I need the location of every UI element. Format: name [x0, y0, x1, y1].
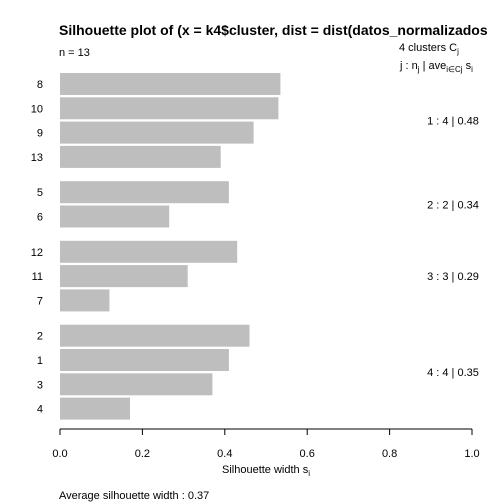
silhouette-bar — [60, 181, 229, 204]
observation-label: 7 — [37, 295, 43, 307]
observation-label: 2 — [37, 331, 43, 343]
legend-header-columns: j : nj | avei∈Cj si — [399, 60, 473, 74]
x-tick-label: 0.2 — [135, 448, 150, 460]
legend-header-clusters-text: 4 clusters C — [399, 42, 457, 54]
cluster-summary-label: 1 : 4 | 0.48 — [427, 116, 479, 128]
observation-label: 4 — [37, 404, 43, 416]
observation-label: 1 — [37, 355, 43, 367]
silhouette-bar — [60, 289, 110, 312]
chart-title: Silhouette plot of (x = k4$cluster, dist… — [59, 22, 488, 38]
silhouette-bar — [60, 205, 170, 228]
average-silhouette-width: Average silhouette width : 0.37 — [59, 490, 209, 502]
observation-label: 9 — [37, 128, 43, 140]
x-tick-label: 0.4 — [217, 448, 232, 460]
x-tick-label: 1.0 — [464, 448, 479, 460]
x-axis-label: Silhouette width si — [222, 464, 310, 478]
x-axis: 0.0 0.2 0.4 0.6 0.8 1.0 — [52, 428, 480, 460]
silhouette-bar — [60, 97, 279, 120]
cluster-summary-label: 3 : 3 | 0.29 — [427, 271, 479, 283]
x-tick-label: 0.6 — [300, 448, 315, 460]
observation-label: 13 — [31, 152, 43, 164]
silhouette-bar — [60, 265, 188, 288]
legend-header-ave: | ave — [420, 60, 447, 72]
cluster-summary-label: 4 : 4 | 0.35 — [427, 367, 479, 379]
x-axis-label-sub: i — [308, 469, 310, 478]
observation-label: 12 — [31, 247, 43, 259]
x-axis-label-text: Silhouette width s — [222, 464, 309, 476]
x-tick-label: 0.0 — [52, 448, 67, 460]
silhouette-bar — [60, 145, 221, 168]
chart-subtitle: n = 13 — [59, 47, 90, 59]
legend-header-nsub: j — [417, 65, 420, 74]
legend-header-s: s — [463, 60, 472, 72]
legend-header-avesub: i∈Cj — [446, 65, 463, 74]
observation-label: 10 — [31, 103, 43, 115]
silhouette-bar — [60, 121, 254, 144]
silhouette-bar — [60, 73, 281, 95]
legend-header-clusters-sub: j — [456, 47, 459, 56]
observation-label: 5 — [37, 187, 43, 199]
silhouette-bar — [60, 397, 130, 420]
observation-label: 11 — [32, 271, 43, 283]
silhouette-bar — [60, 373, 213, 396]
silhouette-bar — [60, 240, 238, 263]
legend-header-j: j : n — [399, 60, 418, 72]
observation-label: 3 — [37, 379, 43, 391]
observation-label: 6 — [37, 212, 43, 224]
legend-header-ssub: i — [471, 65, 473, 74]
silhouette-bar — [60, 349, 229, 371]
x-tick-label: 0.8 — [382, 448, 397, 460]
cluster-summary-label: 2 : 2 | 0.34 — [427, 199, 479, 211]
legend-header-clusters: 4 clusters Cj — [399, 42, 459, 56]
observation-label: 8 — [37, 79, 43, 91]
silhouette-bar — [60, 324, 250, 347]
